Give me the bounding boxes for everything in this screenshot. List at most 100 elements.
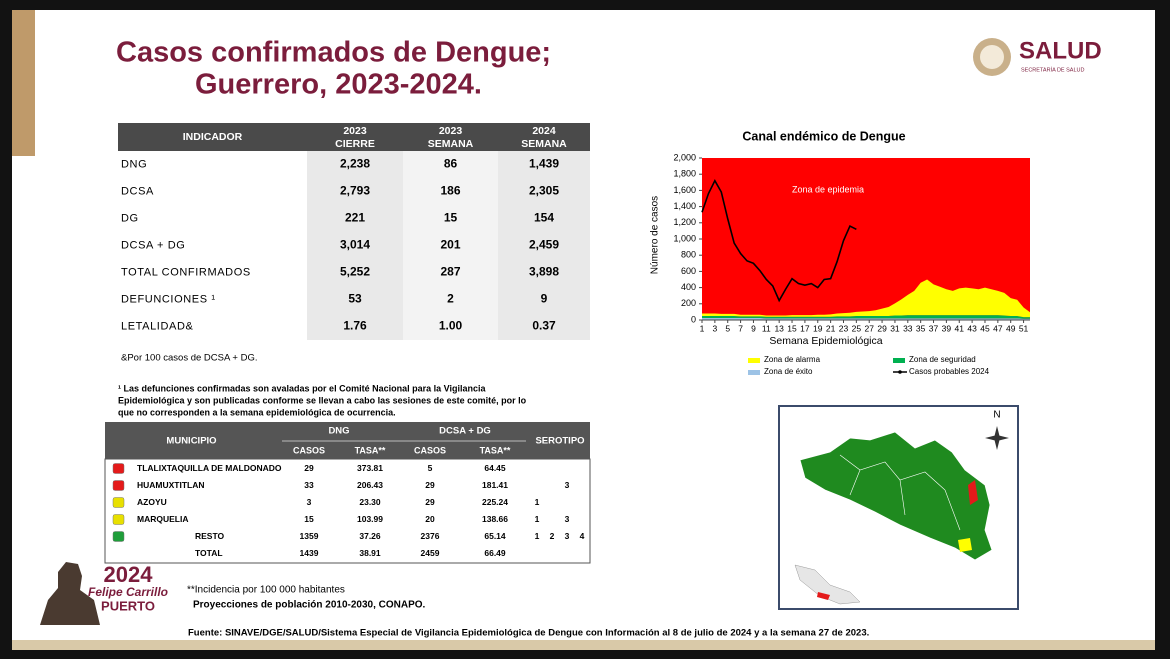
table-value: 86 [444,157,458,171]
table-value: 1359 [300,531,319,541]
x-tick-label: 19 [813,323,823,333]
incidence-note: **Incidencia por 100 000 habitantes [187,585,345,596]
table-value: 15 [444,211,458,225]
column-subheader: CASOS [293,445,325,455]
y-tick-label: 400 [681,282,696,292]
municipio-name: RESTO [195,531,225,541]
indicator-name: DEFUNCIONES ¹ [121,293,216,305]
column-header: SEMANA [521,138,567,150]
table-value: 287 [440,265,460,279]
indicator-name: DNG [121,158,147,170]
traffic-light [112,480,125,491]
table-value: 64.45 [484,463,506,473]
legend-swatch [748,358,760,363]
logo-surname: PUERTO [101,598,155,613]
indicator-name: LETALIDAD& [121,320,193,332]
table-value: 29 [425,497,435,507]
table-value: 29 [425,480,435,490]
x-tick-label: 5 [725,323,730,333]
table-header [118,123,590,151]
table-value: 3 [307,497,312,507]
alert-municipio [968,480,978,505]
table-value: 65.14 [484,531,506,541]
zone-area [702,315,1030,319]
table-value: 29 [304,463,314,473]
x-tick-label: 39 [942,323,952,333]
chart-title: Canal endémico de Dengue [742,129,905,143]
table-value: 5 [428,463,433,473]
table-value: 221 [345,211,365,225]
table-value: 9 [541,292,548,306]
indicator-name: DCSA + DG [121,239,185,251]
column-header: SEROTIPO [535,436,584,447]
table-value: 2,793 [340,184,370,198]
table-value: 1.00 [439,319,463,333]
x-tick-label: 23 [839,323,849,333]
y-tick-label: 2,000 [673,152,696,162]
source: Fuente: SINAVE/DGE/SALUD/Sistema Especia… [188,628,869,639]
column-header: 2024 [532,125,556,137]
traffic-light [112,463,125,474]
table-value: 138.66 [482,514,508,524]
column-header: DCSA + DG [439,426,491,437]
legend-label: Zona de éxito [764,367,813,376]
table-value: 181.41 [482,480,508,490]
municipio-name: AZOYU [137,497,167,507]
table-value: 15 [304,514,314,524]
legend-marker [898,370,902,374]
serotype: 2 [550,531,555,541]
column-shade [498,151,590,340]
zone-area [702,317,1030,320]
table-value: 38.91 [359,548,381,558]
table-value: 2,459 [529,238,559,252]
legend-label: Zona de seguridad [909,355,976,364]
y-tick-label: 1,200 [673,217,696,227]
serotype: 3 [565,531,570,541]
column-header: INDICADOR [183,131,243,143]
y-tick-label: 1,800 [673,169,696,179]
x-axis-label: Semana Epidemiológica [769,335,882,347]
table-value: 1.76 [343,319,367,333]
column-subheader: TASA** [355,445,386,455]
x-tick-label: 41 [955,323,965,333]
north-label: N [993,410,1000,421]
table-value: 0.37 [532,319,556,333]
x-tick-label: 13 [774,323,784,333]
x-tick-label: 9 [751,323,756,333]
y-tick-label: 800 [681,250,696,260]
legend-swatch [893,358,905,363]
logo-subtitle: SECRETARÍA DE SALUD [1021,66,1084,73]
municipio-name: MARQUELIA [137,514,188,524]
x-tick-label: 7 [738,323,743,333]
traffic-light [112,514,125,525]
footnote: que no corresponden a la semana epidemio… [118,407,396,417]
bottom-band [12,640,1155,650]
traffic-light [112,497,125,508]
table-value: 2,238 [340,157,370,171]
title: Casos confirmados de Dengue; [116,37,551,69]
x-tick-label: 1 [700,323,705,333]
table-value: 201 [440,238,460,252]
column-header: 2023 [439,125,463,137]
y-tick-label: 200 [681,298,696,308]
table-value: 103.99 [357,514,383,524]
emblem [980,45,1004,69]
title: Guerrero, 2023-2024. [195,69,482,101]
side-bar [12,10,35,156]
x-tick-label: 47 [993,323,1003,333]
state-shape [799,431,993,561]
legend-label: Casos probables 2024 [909,367,990,376]
legend-swatch [748,370,760,375]
population-note: Proyecciones de población 2010-2030, CON… [193,600,426,611]
column-header: DNG [328,426,349,437]
municipio-name: TLALIXTAQUILLA DE MALDONADO [137,463,282,473]
x-tick-label: 45 [980,323,990,333]
serotype: 1 [535,531,540,541]
table-value: 2 [447,292,454,306]
alarm-municipio [958,538,972,552]
x-tick-label: 49 [1006,323,1016,333]
table-value: 2,305 [529,184,559,198]
column-header: CIERRE [335,138,375,150]
x-tick-label: 11 [762,323,771,333]
